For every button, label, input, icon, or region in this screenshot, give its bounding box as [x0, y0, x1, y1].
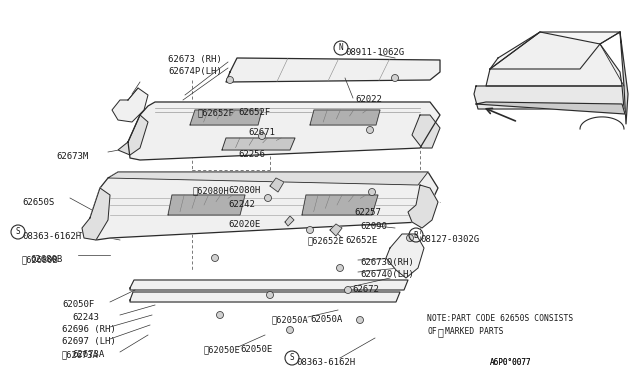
- Text: 08363-6162H: 08363-6162H: [296, 358, 355, 367]
- Text: ※: ※: [438, 327, 444, 337]
- Circle shape: [392, 74, 399, 81]
- Text: 62673 (RH): 62673 (RH): [168, 55, 221, 64]
- Polygon shape: [330, 224, 342, 236]
- Polygon shape: [310, 110, 380, 125]
- Text: 62652E: 62652E: [345, 236, 377, 245]
- Text: 62050A: 62050A: [310, 315, 342, 324]
- Circle shape: [367, 126, 374, 134]
- Text: 08911-1062G: 08911-1062G: [345, 48, 404, 57]
- Polygon shape: [130, 280, 408, 290]
- Text: 62257: 62257: [354, 208, 381, 217]
- Text: OF: OF: [427, 327, 436, 336]
- Text: A6P0°0077: A6P0°0077: [490, 358, 532, 367]
- Text: 62673M: 62673M: [56, 152, 88, 161]
- Circle shape: [266, 292, 273, 298]
- Text: N: N: [339, 44, 343, 52]
- Text: MARKED PARTS: MARKED PARTS: [445, 327, 504, 336]
- Text: 626730(RH): 626730(RH): [360, 258, 413, 267]
- Circle shape: [259, 132, 266, 140]
- Polygon shape: [270, 178, 284, 192]
- Polygon shape: [620, 32, 628, 124]
- Text: 62242: 62242: [228, 200, 255, 209]
- Text: 62652F: 62652F: [238, 108, 270, 117]
- Circle shape: [369, 189, 376, 196]
- Polygon shape: [302, 195, 378, 215]
- Text: ※62050A: ※62050A: [272, 315, 308, 324]
- Polygon shape: [226, 58, 440, 82]
- Polygon shape: [112, 88, 148, 122]
- Text: 62050F: 62050F: [62, 300, 94, 309]
- Text: ※62673A: ※62673A: [62, 350, 99, 359]
- Circle shape: [344, 286, 351, 294]
- Text: 62671: 62671: [248, 128, 275, 137]
- Circle shape: [264, 195, 271, 202]
- Polygon shape: [168, 195, 245, 215]
- Circle shape: [307, 227, 314, 234]
- Text: 62680B: 62680B: [30, 255, 62, 264]
- Polygon shape: [82, 188, 110, 240]
- Text: ※62680B: ※62680B: [22, 255, 59, 264]
- Text: 62080H: 62080H: [228, 186, 260, 195]
- Polygon shape: [128, 102, 440, 160]
- Polygon shape: [412, 115, 440, 148]
- Text: 62022: 62022: [355, 95, 382, 104]
- Text: 62256: 62256: [238, 150, 265, 159]
- Polygon shape: [386, 234, 424, 278]
- Text: B: B: [413, 231, 419, 240]
- Text: S: S: [290, 353, 294, 362]
- Circle shape: [287, 327, 294, 334]
- Text: 62697 (LH): 62697 (LH): [62, 337, 116, 346]
- Polygon shape: [476, 102, 625, 114]
- Text: 62696 (RH): 62696 (RH): [62, 325, 116, 334]
- Text: 62674P(LH): 62674P(LH): [168, 67, 221, 76]
- Text: 62673A: 62673A: [72, 350, 104, 359]
- Circle shape: [406, 234, 413, 241]
- Text: NOTE:PART CODE 62650S CONSISTS: NOTE:PART CODE 62650S CONSISTS: [427, 314, 573, 323]
- Polygon shape: [408, 185, 438, 228]
- Polygon shape: [130, 292, 400, 302]
- Text: 62090: 62090: [360, 222, 387, 231]
- Polygon shape: [222, 138, 295, 150]
- Polygon shape: [88, 172, 438, 240]
- Polygon shape: [285, 216, 294, 226]
- Text: 626740(LH): 626740(LH): [360, 270, 413, 279]
- Polygon shape: [486, 32, 622, 86]
- Text: ※62050E: ※62050E: [204, 345, 241, 354]
- Text: S: S: [16, 228, 20, 237]
- Text: A6P0°0077: A6P0°0077: [490, 358, 532, 367]
- Text: ※62652F: ※62652F: [198, 108, 235, 117]
- Text: 62050E: 62050E: [240, 345, 272, 354]
- Text: 62672: 62672: [352, 285, 379, 294]
- Text: ※62652E: ※62652E: [308, 236, 345, 245]
- Polygon shape: [190, 110, 262, 125]
- Circle shape: [356, 317, 364, 324]
- Polygon shape: [118, 115, 148, 155]
- Polygon shape: [490, 32, 620, 69]
- Circle shape: [337, 264, 344, 272]
- Polygon shape: [474, 86, 624, 109]
- Polygon shape: [108, 172, 428, 185]
- Circle shape: [227, 77, 234, 83]
- Text: 62243: 62243: [72, 313, 99, 322]
- Text: 08363-6162H: 08363-6162H: [22, 232, 81, 241]
- Text: ※62080H: ※62080H: [193, 186, 230, 195]
- Text: 62650S: 62650S: [22, 198, 54, 207]
- Circle shape: [216, 311, 223, 318]
- Text: 62020E: 62020E: [228, 220, 260, 229]
- Text: 08127-0302G: 08127-0302G: [420, 235, 479, 244]
- Circle shape: [211, 254, 218, 262]
